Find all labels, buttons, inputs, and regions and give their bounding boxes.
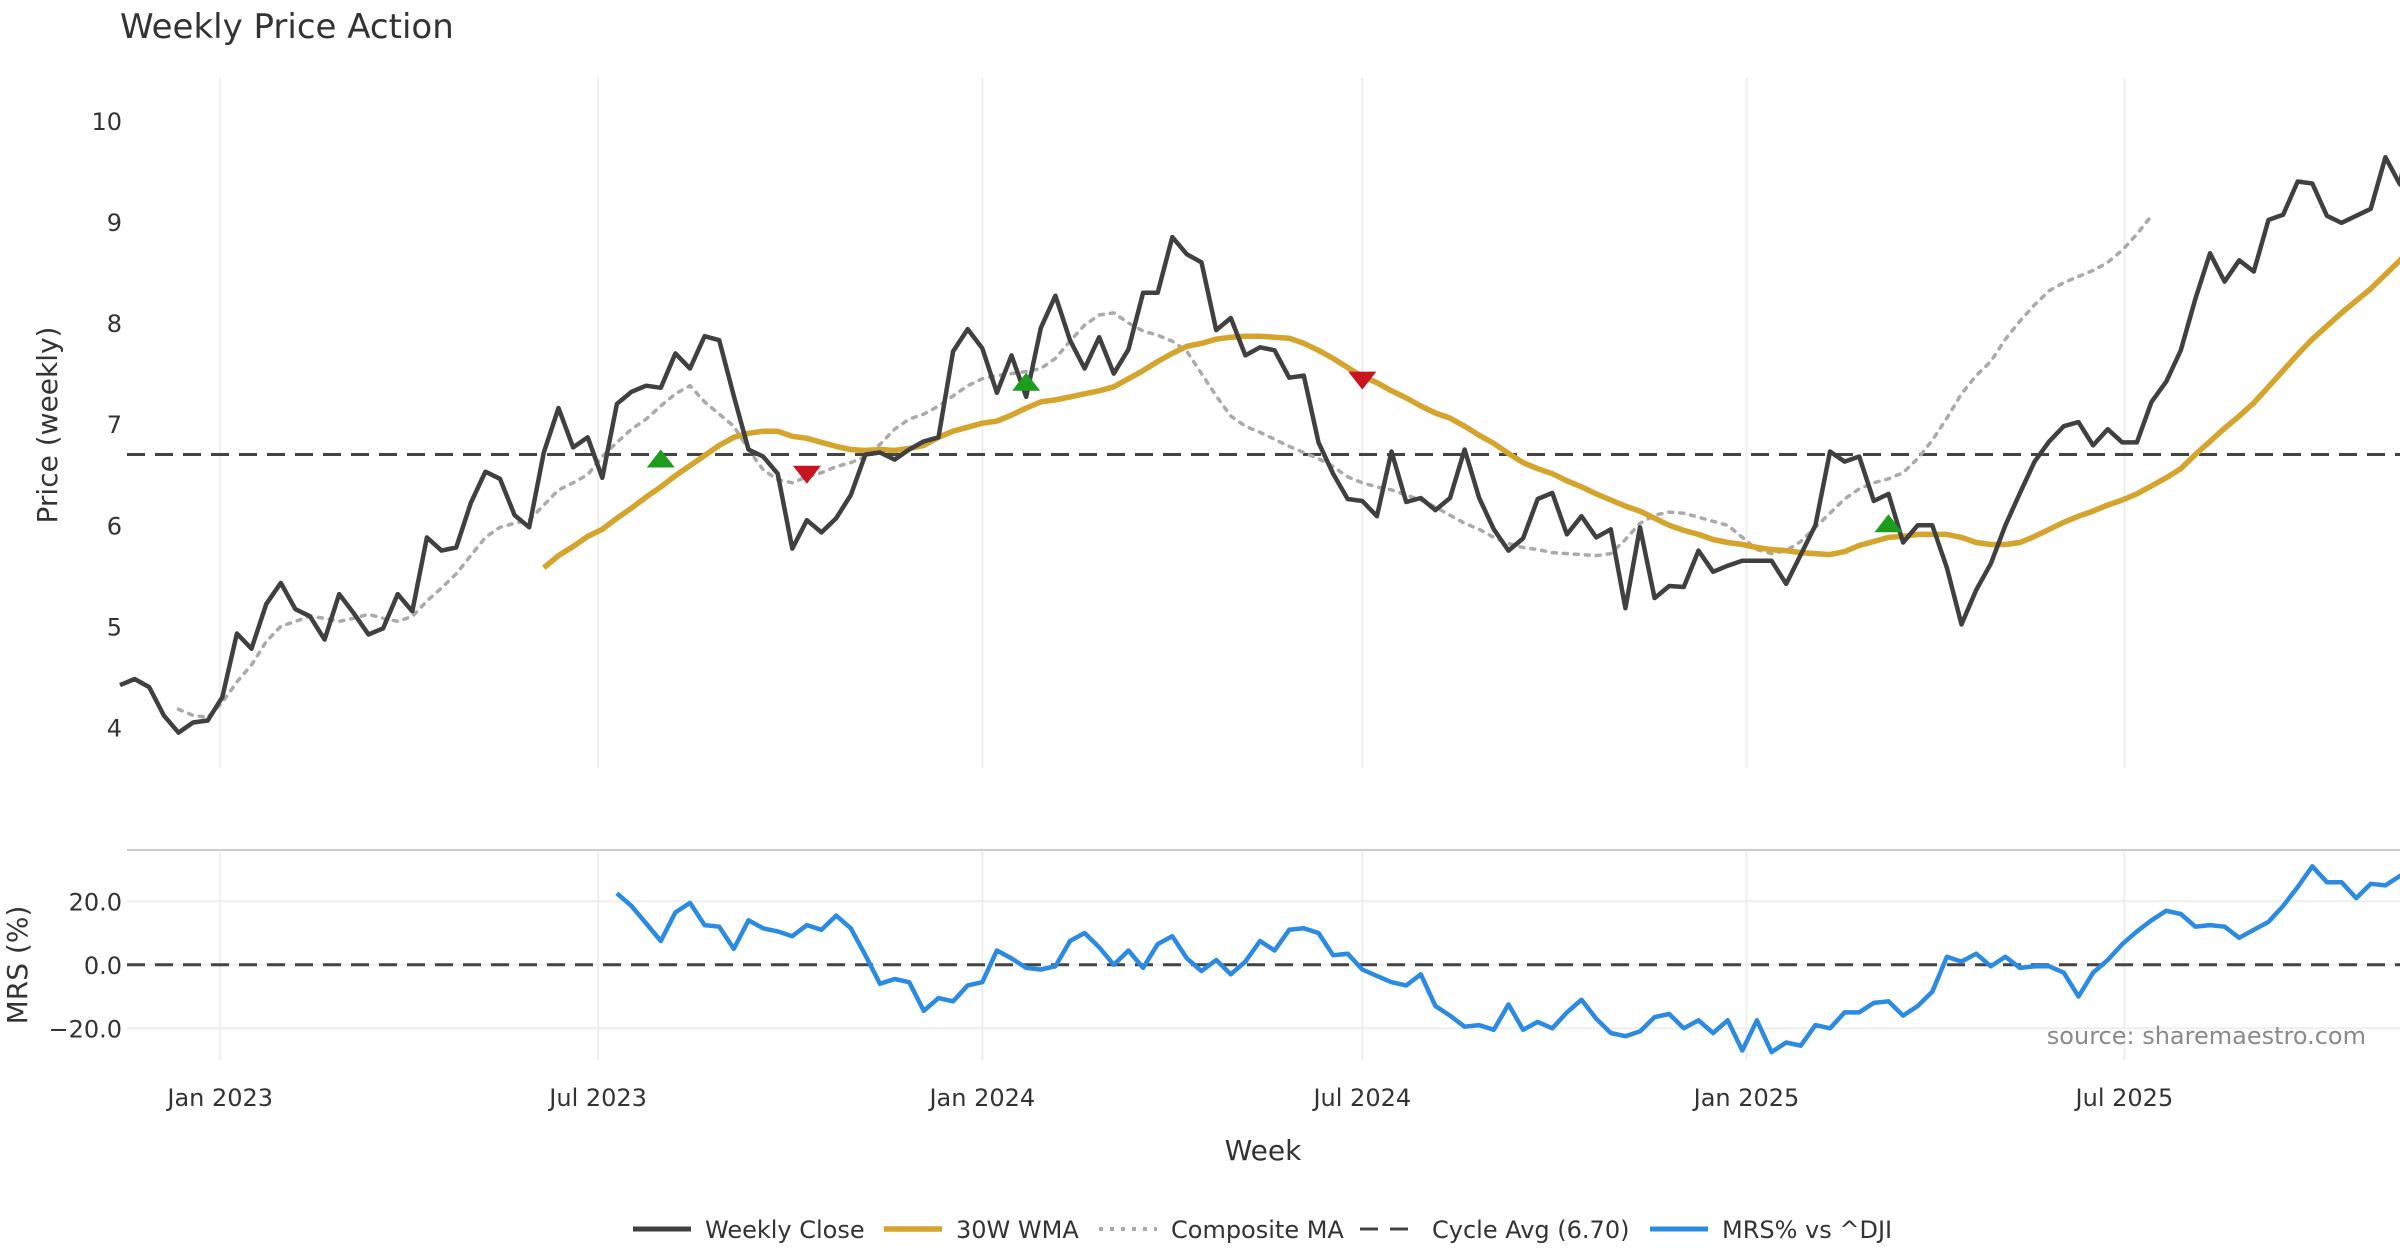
x-tick-label: Jan 2025: [1692, 1084, 1800, 1112]
mrs-y-tick-label: 0.0: [84, 952, 122, 980]
x-tick-label: Jan 2024: [927, 1084, 1035, 1112]
x-tick-label: Jul 2025: [2074, 1084, 2174, 1112]
x-axis-label: Week: [1225, 1134, 1302, 1167]
price-y-tick-label: 7: [107, 411, 122, 439]
price-y-tick-label: 8: [107, 310, 122, 338]
legend-label-30w-wma: 30W WMA: [956, 1216, 1079, 1244]
price-series-group: [119, 154, 2400, 735]
source-annotation: source: sharemaestro.com: [2047, 1022, 2366, 1050]
legend-label-weekly-close: Weekly Close: [705, 1216, 865, 1244]
x-tick-label: Jan 2023: [165, 1084, 273, 1112]
legend-label-mrs-vs-dji: MRS% vs ^DJI: [1722, 1216, 1892, 1244]
buy-signal-marker: [646, 449, 675, 468]
price-y-axis-label: Price (weekly): [31, 327, 64, 524]
x-tick-label: Jul 2024: [1311, 1084, 1411, 1112]
price-y-tick-label: 5: [107, 613, 122, 641]
price-panel-grid: [219, 78, 2126, 768]
chart-title: Weekly Price Action: [120, 7, 454, 47]
legend-label-composite-ma: Composite MA: [1171, 1216, 1344, 1244]
mrs-line: [615, 864, 2400, 1055]
x-tick-label: Jul 2023: [547, 1084, 647, 1112]
price-y-tick-label: 10: [91, 108, 122, 136]
30w-wma-line: [542, 256, 2400, 570]
mrs-y-tick-labels: 20.0 0.0 −20.0: [48, 888, 122, 1043]
sell-signal-marker: [1348, 371, 1377, 390]
price-y-tick-labels: 4 5 6 7 8 9 10: [91, 108, 122, 743]
mrs-y-axis-label: MRS (%): [1, 906, 34, 1025]
buy-signal-marker: [1012, 372, 1041, 391]
mrs-y-tick-label: 20.0: [69, 888, 122, 916]
price-y-tick-label: 6: [107, 512, 122, 540]
x-tick-labels: Jan 2023 Jul 2023 Jan 2024 Jul 2024 Jan 2025…: [165, 1084, 2173, 1112]
price-y-tick-label: 9: [107, 209, 122, 237]
legend: Weekly Close 30W WMA Composite MA Cycle Avg…: [633, 1216, 1892, 1244]
weekly-close-line: [119, 154, 2400, 735]
mrs-y-tick-label: −20.0: [48, 1015, 122, 1043]
buy-signal-marker: [1874, 514, 1903, 533]
signal-markers: [646, 371, 1903, 533]
sell-signal-marker: [792, 465, 821, 484]
legend-label-cycle-avg-6-70: Cycle Avg (6.70): [1432, 1216, 1629, 1244]
mrs-series-group: [127, 864, 2400, 1055]
price-y-tick-label: 4: [107, 715, 122, 743]
composite-ma-line: [176, 214, 2154, 720]
